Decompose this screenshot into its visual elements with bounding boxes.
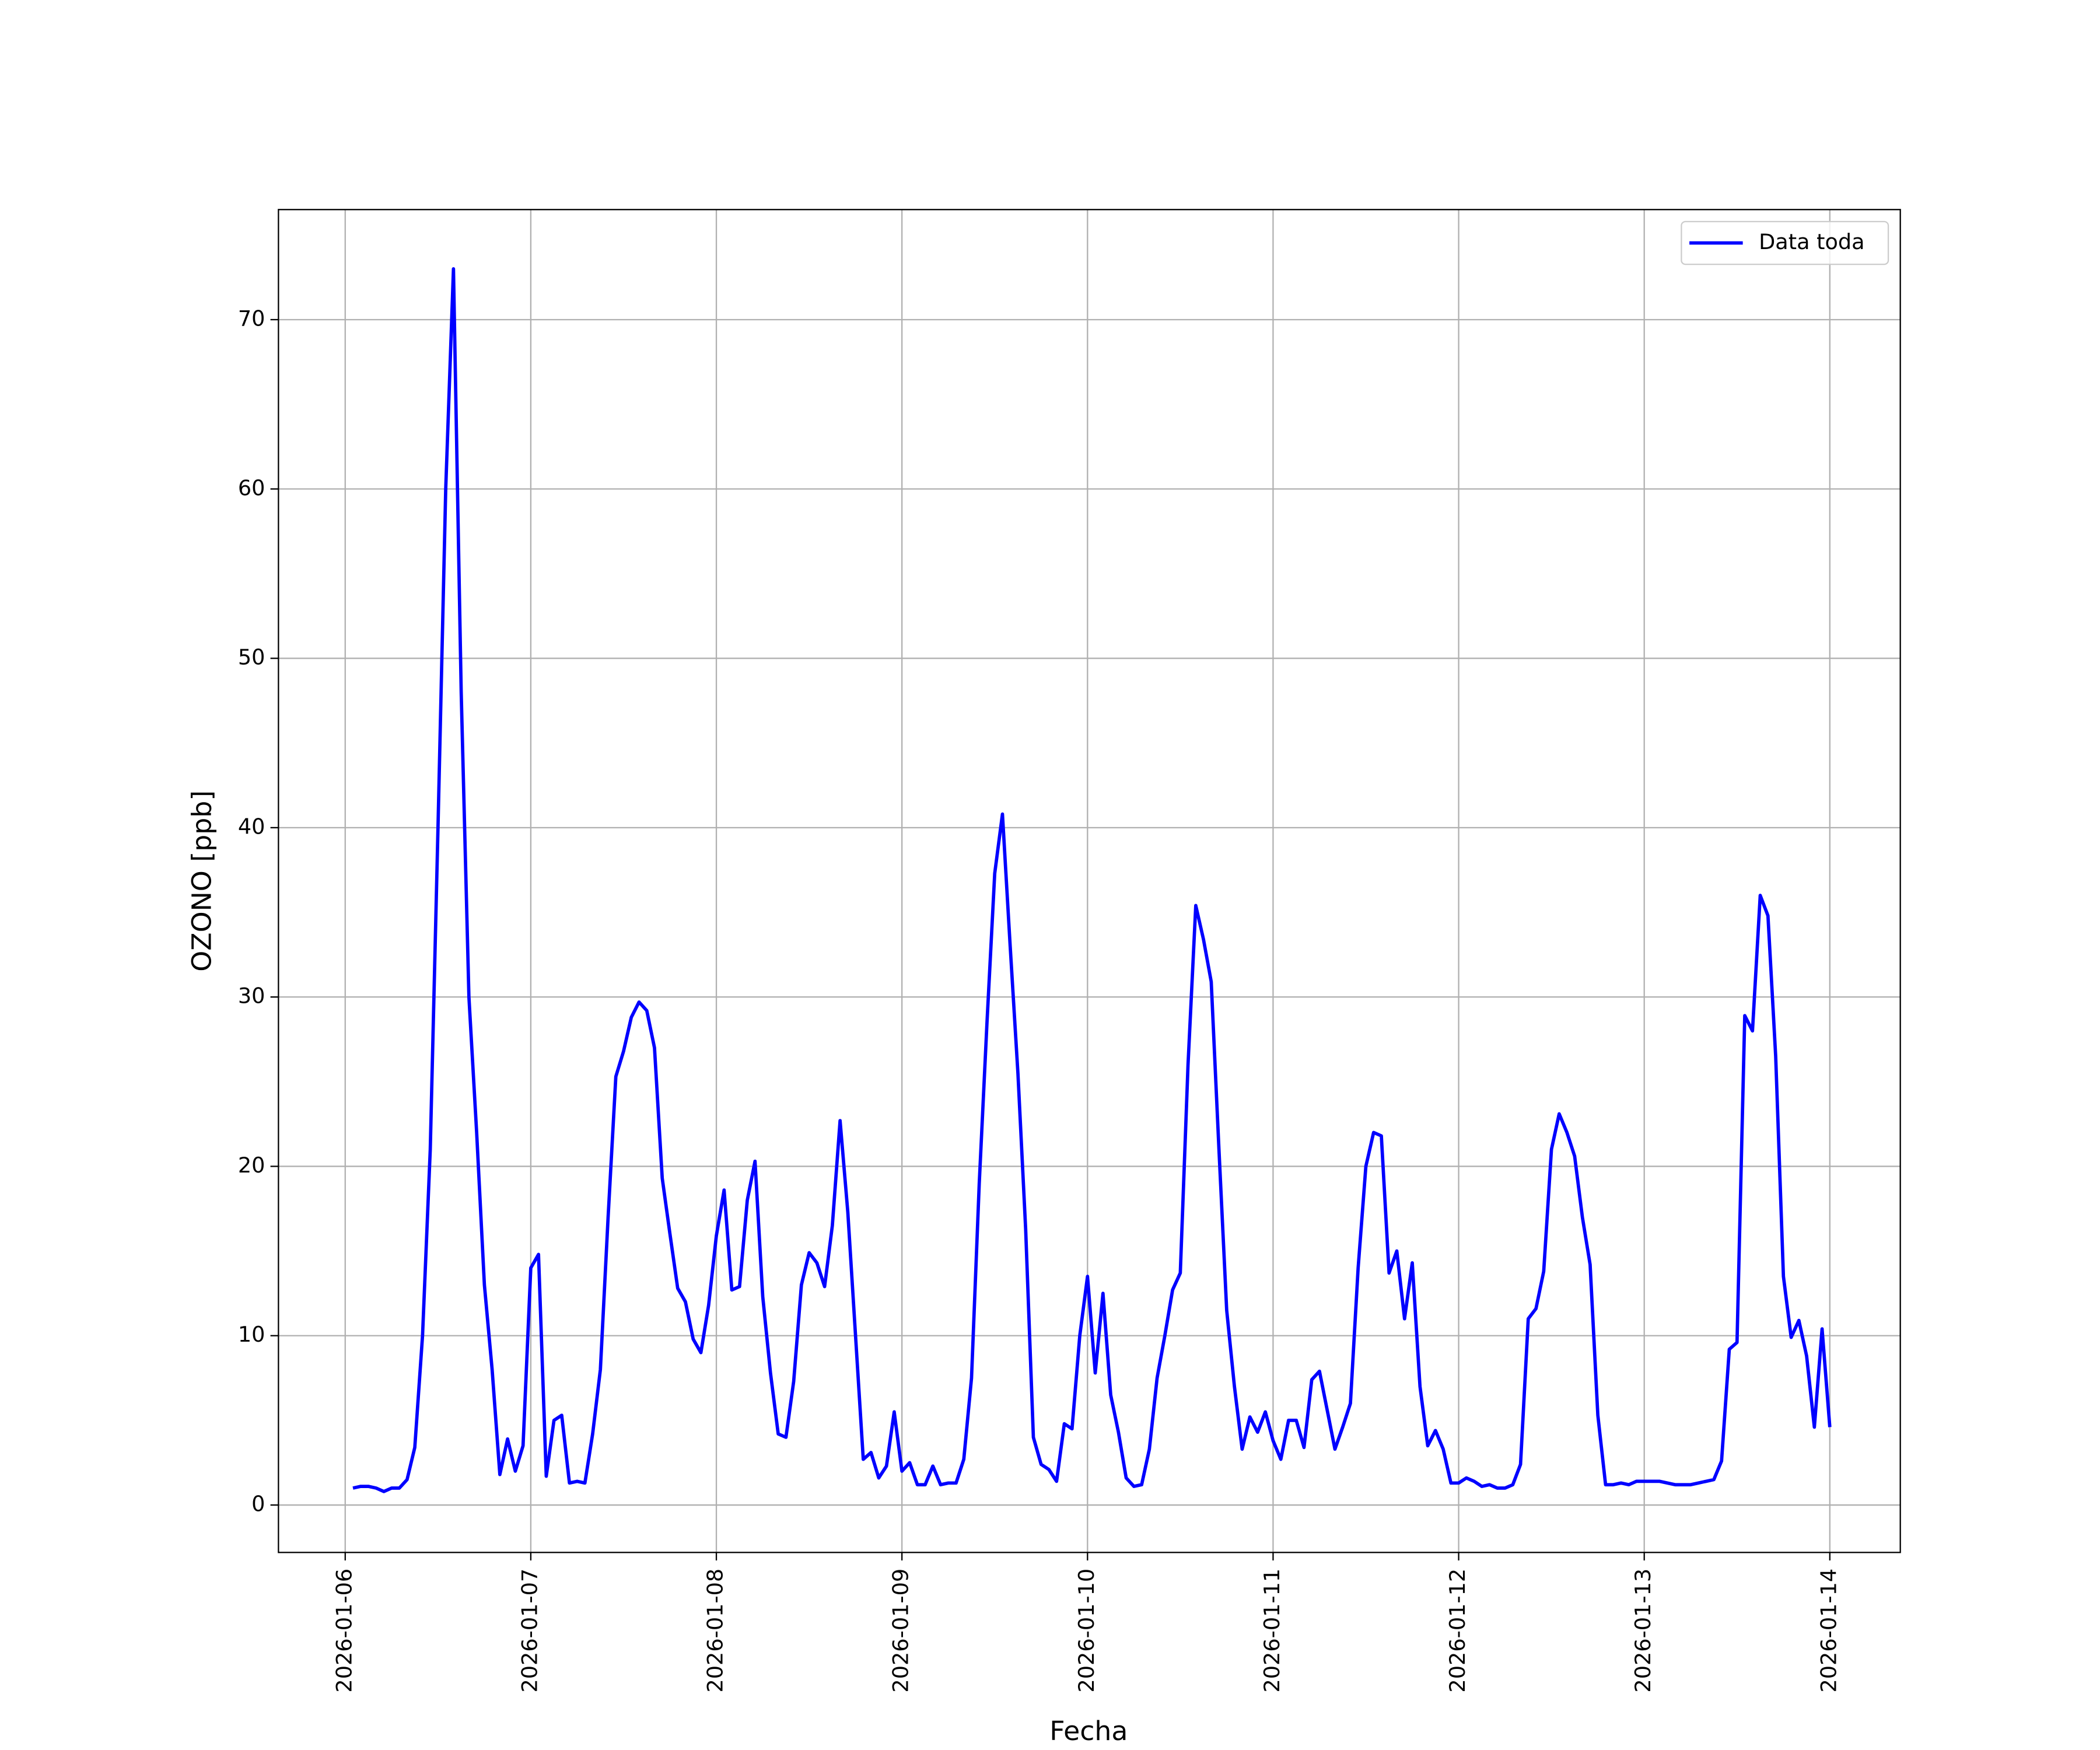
x-tick-label: 2026-01-14 bbox=[1816, 1569, 1841, 1693]
y-tick-label: 30 bbox=[238, 984, 265, 1009]
legend-box bbox=[1681, 220, 1889, 265]
legend-label: Data toda bbox=[1759, 229, 1864, 254]
x-tick-label: 2026-01-10 bbox=[1074, 1569, 1099, 1693]
x-tick-label: 2026-01-11 bbox=[1259, 1569, 1284, 1693]
x-tick-label: 2026-01-07 bbox=[517, 1569, 542, 1693]
y-tick-label: 0 bbox=[251, 1492, 265, 1517]
background bbox=[16, 0, 2084, 1750]
y-tick-label: 50 bbox=[238, 645, 265, 670]
y-axis-label: OZONO [ppb] bbox=[187, 790, 218, 972]
y-tick-label: 20 bbox=[238, 1153, 265, 1178]
x-tick-label: 2026-01-09 bbox=[888, 1569, 914, 1693]
y-tick-label: 40 bbox=[238, 814, 265, 839]
x-tick-label: 2026-01-13 bbox=[1630, 1569, 1656, 1693]
x-tick-label: 2026-01-12 bbox=[1445, 1569, 1470, 1693]
y-tick-label: 70 bbox=[238, 306, 265, 331]
plot-frame bbox=[278, 209, 1901, 1553]
y-tick-label: 10 bbox=[238, 1322, 265, 1347]
y-tick-label: 60 bbox=[238, 475, 265, 501]
x-tick-label: 2026-01-08 bbox=[703, 1569, 728, 1693]
data-line bbox=[352, 267, 1832, 1493]
x-tick-label: 2026-01-06 bbox=[331, 1569, 356, 1693]
x-axis-label: Fecha bbox=[1049, 1716, 1128, 1746]
